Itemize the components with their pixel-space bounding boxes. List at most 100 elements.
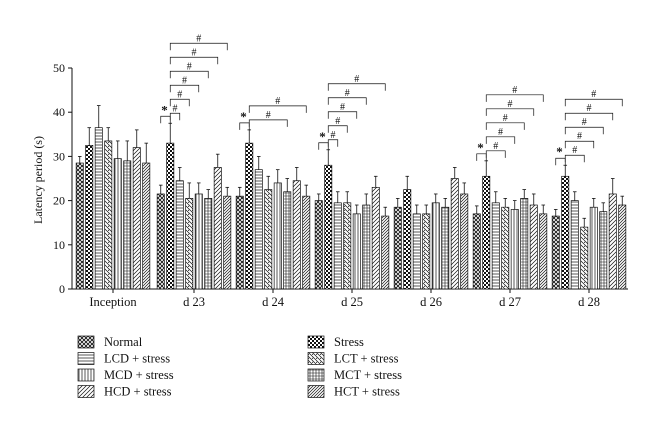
bar [194, 193, 203, 290]
bar [104, 140, 113, 290]
x-tick-label: d 27 [499, 295, 521, 309]
bar [142, 162, 151, 290]
x-tick-label: d 24 [262, 295, 285, 309]
significance-marker: # [587, 103, 592, 114]
legend-swatch [77, 335, 95, 349]
significance-marker: # [187, 61, 192, 72]
significance-bracket [485, 108, 535, 116]
legend: Normal Stress LCD + stress LCT + stress MCD … [77, 335, 402, 399]
bar [204, 198, 213, 290]
legend-label: HCT + stress [334, 385, 400, 399]
bar [618, 204, 627, 290]
significance-marker: # [182, 75, 187, 86]
legend-label: HCD + stress [104, 385, 172, 399]
y-tick-label: 20 [53, 194, 65, 208]
significance-bracket [564, 112, 614, 121]
significance-marker: # [335, 116, 340, 127]
y-tick-label: 40 [53, 105, 65, 119]
significance-marker: # [577, 131, 582, 142]
significance-marker: # [177, 89, 182, 100]
bar [362, 204, 371, 290]
x-tick-label: d 25 [341, 295, 363, 309]
x-axis: Inception d 23 d 24 d 25 d 26 d 27 d 28 [72, 288, 628, 309]
x-tick-label: Inception [89, 295, 137, 309]
significance-bracket [327, 125, 348, 133]
bar [352, 213, 361, 290]
bar [393, 206, 402, 290]
bar [175, 180, 184, 290]
bars [75, 105, 627, 290]
significance-bracket [248, 119, 288, 127]
significance-bracket [476, 153, 487, 161]
significance-marker: # [345, 88, 350, 99]
bar [381, 215, 390, 290]
legend-label: Stress [334, 335, 364, 349]
significance-bracket [485, 94, 544, 102]
bar [156, 193, 165, 290]
bar [570, 200, 579, 290]
legend-swatch [77, 352, 95, 365]
bar [450, 178, 459, 290]
significance-marker: * [319, 129, 326, 144]
bar [85, 145, 94, 290]
bar [166, 142, 175, 290]
significance-brackets: * ######* ##* #####* #####* ##### [160, 33, 623, 166]
significance-marker: * [161, 102, 168, 117]
bar [343, 202, 352, 290]
significance-marker: # [266, 110, 271, 121]
bar [371, 186, 380, 290]
significance-marker: # [591, 89, 596, 100]
bar [431, 202, 440, 290]
significance-marker: # [512, 85, 517, 96]
significance-bracket [555, 157, 566, 166]
bar [254, 169, 263, 290]
significance-bracket [564, 140, 595, 149]
significance-bracket [318, 142, 329, 150]
significance-marker: # [275, 96, 280, 107]
significance-bracket [564, 98, 623, 107]
bar [561, 175, 570, 290]
bar [589, 206, 598, 290]
significance-marker: * [556, 144, 563, 159]
significance-marker: * [477, 140, 484, 155]
significance-marker: # [331, 130, 336, 141]
bar [302, 195, 311, 290]
bar [283, 191, 292, 290]
bar [213, 167, 222, 290]
bar [441, 206, 450, 290]
bar [551, 215, 560, 290]
significance-bracket [169, 42, 228, 51]
x-tick-label: d 26 [420, 295, 442, 309]
legend-label: Normal [104, 335, 143, 349]
bar [235, 195, 244, 290]
significance-marker: # [498, 127, 503, 138]
significance-marker: # [173, 103, 178, 114]
bar [245, 142, 254, 290]
y-tick-label: 0 [59, 282, 65, 296]
bar [264, 189, 273, 290]
significance-bracket [160, 115, 171, 124]
bar [314, 200, 323, 290]
bar [520, 198, 529, 290]
significance-bracket [239, 122, 250, 130]
significance-bracket [169, 70, 209, 79]
significance-bracket [169, 56, 219, 65]
significance-marker: # [192, 47, 197, 58]
legend-swatch [77, 385, 95, 398]
bar [94, 127, 103, 290]
x-tick-label: d 28 [578, 295, 600, 309]
legend-label: MCT + stress [334, 368, 402, 382]
legend-label: LCD + stress [104, 352, 170, 366]
significance-marker: # [503, 113, 508, 124]
significance-bracket [248, 105, 307, 113]
bar [460, 193, 469, 290]
bar [324, 164, 333, 290]
bar [422, 213, 431, 290]
significance-marker: # [572, 145, 577, 156]
significance-marker: # [493, 141, 498, 152]
bar [608, 193, 617, 290]
bar [185, 198, 194, 290]
x-tick-label: d 23 [183, 295, 205, 309]
significance-bracket [485, 150, 506, 158]
